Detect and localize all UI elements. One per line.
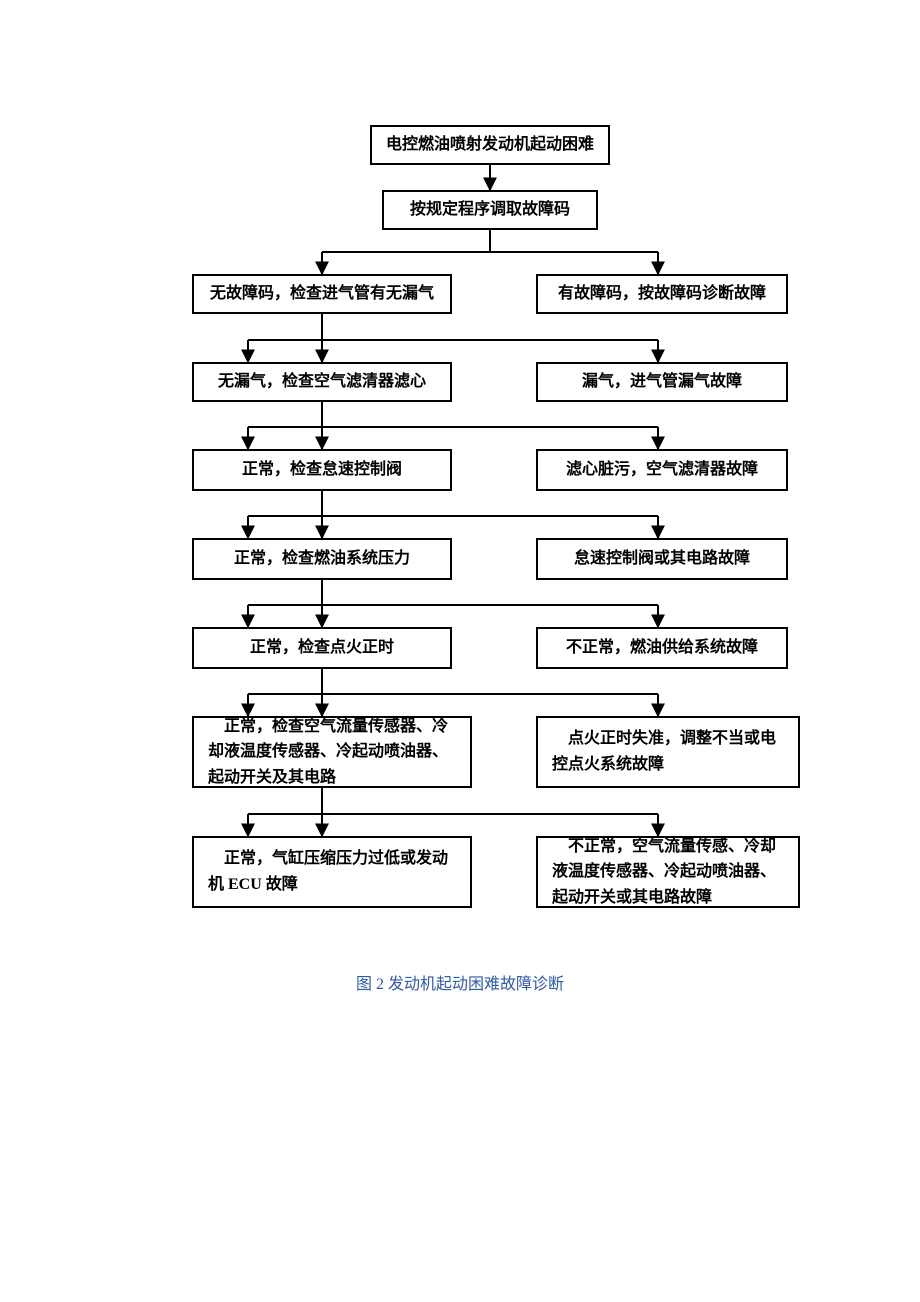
flow-node-n_l5: 正常，检查点火正时 (192, 627, 452, 669)
figure-caption: 图 2 发动机起动困难故障诊断 (0, 970, 920, 994)
flow-node-n_l6: 正常，检查空气流量传感器、冷却液温度传感器、冷起动喷油器、起动开关及其电路 (192, 716, 472, 788)
flow-node-n_l3: 正常，检查怠速控制阀 (192, 449, 452, 491)
flow-node-n_l4: 正常，检查燃油系统压力 (192, 538, 452, 580)
flow-node-n_r1: 有故障码，按故障码诊断故障 (536, 274, 788, 314)
flow-node-n_r2: 漏气，进气管漏气故障 (536, 362, 788, 402)
flow-node-n_code: 按规定程序调取故障码 (382, 190, 598, 230)
flow-node-n_r4: 怠速控制阀或其电路故障 (536, 538, 788, 580)
flow-node-n_l1: 无故障码，检查进气管有无漏气 (192, 274, 452, 314)
flow-node-n_r3: 滤心脏污，空气滤清器故障 (536, 449, 788, 491)
flowchart-stage: 图 2 发动机起动困难故障诊断 电控燃油喷射发动机起动困难按规定程序调取故障码无… (0, 0, 920, 1302)
flow-node-n_top: 电控燃油喷射发动机起动困难 (370, 125, 610, 165)
flow-node-n_l7: 正常，气缸压缩压力过低或发动机 ECU 故障 (192, 836, 472, 908)
flow-node-n_r5: 不正常，燃油供给系统故障 (536, 627, 788, 669)
flow-node-n_r7: 不正常，空气流量传感、冷却液温度传感器、冷起动喷油器、起动开关或其电路故障 (536, 836, 800, 908)
flow-node-n_l2: 无漏气，检查空气滤清器滤心 (192, 362, 452, 402)
flow-node-n_r6: 点火正时失准，调整不当或电控点火系统故障 (536, 716, 800, 788)
